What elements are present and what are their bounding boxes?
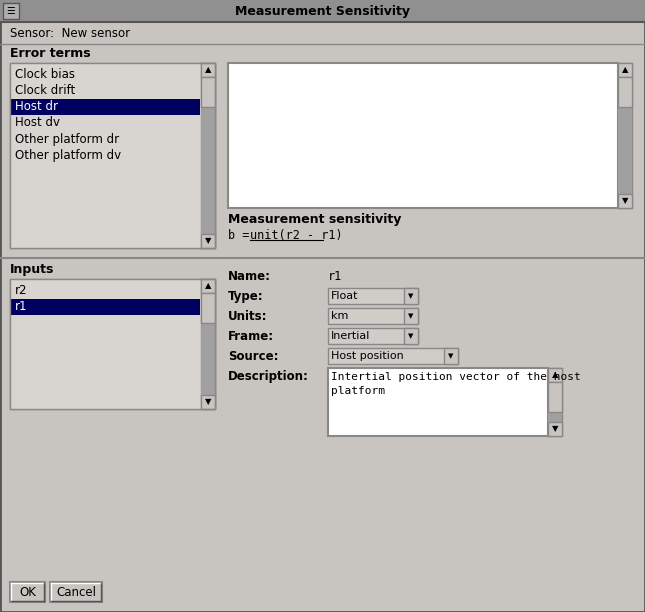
Text: ▼: ▼: [408, 333, 413, 339]
Bar: [10, 63, 215, 248]
Bar: [10, 279, 215, 409]
Text: ▼: ▼: [408, 293, 413, 299]
Bar: [201, 279, 215, 293]
Bar: [201, 63, 215, 77]
Text: ▼: ▼: [408, 313, 413, 319]
Bar: [10, 279, 201, 409]
Bar: [328, 308, 418, 324]
Bar: [201, 279, 215, 409]
Text: ▼: ▼: [551, 425, 559, 433]
Text: Name:: Name:: [228, 270, 271, 283]
Bar: [328, 368, 548, 436]
Text: Sensor:  New sensor: Sensor: New sensor: [10, 27, 130, 40]
Bar: [328, 348, 458, 364]
Bar: [404, 288, 418, 304]
Bar: [50, 582, 102, 602]
Text: Inputs: Inputs: [10, 263, 54, 276]
Text: Clock bias: Clock bias: [15, 69, 75, 81]
Text: Host dv: Host dv: [15, 116, 60, 130]
Text: ▲: ▲: [622, 65, 628, 75]
Text: Float: Float: [331, 291, 359, 301]
Text: Other platform dr: Other platform dr: [15, 133, 119, 146]
Bar: [618, 63, 632, 208]
Text: Host position: Host position: [331, 351, 404, 361]
Bar: [548, 368, 562, 382]
Text: Intertial position vector of the host: Intertial position vector of the host: [331, 372, 580, 382]
Text: r1: r1: [328, 270, 342, 283]
Text: platform: platform: [331, 386, 385, 396]
Text: Frame:: Frame:: [228, 330, 274, 343]
Text: b =: b =: [228, 229, 257, 242]
Bar: [618, 194, 632, 208]
Text: Description:: Description:: [228, 370, 309, 383]
Text: Measurement sensitivity: Measurement sensitivity: [228, 213, 401, 226]
Text: Type:: Type:: [228, 290, 264, 303]
Text: ▲: ▲: [204, 282, 212, 291]
Text: Source:: Source:: [228, 350, 279, 363]
Text: OK: OK: [19, 586, 36, 599]
Bar: [618, 63, 632, 77]
Text: Other platform dv: Other platform dv: [15, 149, 121, 162]
Bar: [201, 293, 215, 395]
Text: ▲: ▲: [204, 65, 212, 75]
Text: Clock drift: Clock drift: [15, 84, 75, 97]
Text: Inertial: Inertial: [331, 331, 370, 341]
Text: km: km: [331, 311, 348, 321]
Text: ☰: ☰: [6, 6, 15, 16]
Bar: [201, 234, 215, 248]
Bar: [11, 99, 200, 115]
Bar: [228, 63, 618, 208]
Text: Units:: Units:: [228, 310, 268, 323]
Bar: [201, 395, 215, 409]
Bar: [201, 293, 215, 323]
Text: ▼: ▼: [622, 196, 628, 206]
Bar: [3, 3, 19, 19]
Bar: [548, 382, 562, 412]
Text: ▼: ▼: [204, 398, 212, 406]
Text: unit(r2 - r1): unit(r2 - r1): [250, 229, 342, 242]
Text: Host dr: Host dr: [15, 100, 58, 113]
Bar: [201, 63, 215, 248]
Text: r2: r2: [15, 285, 28, 297]
Bar: [618, 77, 632, 194]
Bar: [10, 582, 45, 602]
Bar: [444, 348, 458, 364]
Bar: [0, 0, 645, 22]
Bar: [201, 77, 215, 234]
Bar: [548, 422, 562, 436]
Bar: [10, 63, 201, 248]
Bar: [548, 382, 562, 422]
Bar: [11, 299, 200, 315]
Text: ▼: ▼: [204, 236, 212, 245]
Bar: [548, 368, 562, 436]
Bar: [328, 328, 418, 344]
Text: ▲: ▲: [551, 370, 559, 379]
Bar: [10, 63, 215, 248]
Bar: [404, 328, 418, 344]
Bar: [10, 279, 215, 409]
Text: ▼: ▼: [448, 353, 453, 359]
Text: Cancel: Cancel: [56, 586, 96, 599]
Text: Error terms: Error terms: [10, 47, 91, 60]
Bar: [328, 288, 418, 304]
Bar: [201, 77, 215, 107]
Bar: [618, 77, 632, 107]
Text: r1: r1: [15, 300, 28, 313]
Bar: [404, 308, 418, 324]
Text: Measurement Sensitivity: Measurement Sensitivity: [235, 4, 410, 18]
